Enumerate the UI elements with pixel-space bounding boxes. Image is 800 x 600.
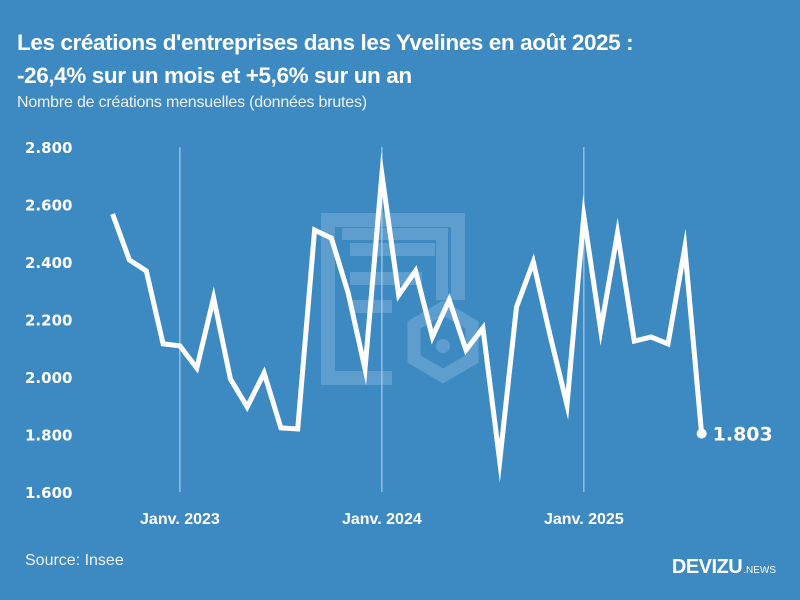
title-line-2: -26,4% sur un mois et +5,6% sur un an [17,63,412,88]
watermark-line-2 [350,272,422,285]
watermark-logo-icon [321,213,465,385]
data-point-2023-05 [245,404,250,409]
y-tick-label: 1.600 [25,484,72,502]
data-point-2023-11 [346,291,351,296]
series-line [110,152,705,483]
y-axis: 1.600 1.800 2.000 2.200 2.400 2.600 2.800 [25,139,72,502]
data-point-2024-04 [430,335,435,340]
data-point-2025-07 [682,245,687,250]
y-tick-label: 1.800 [25,427,72,445]
watermark-document-outline [321,213,465,385]
chart-title: Les créations d'entreprises dans les Yve… [17,26,634,92]
data-point-2024-08 [497,459,502,464]
data-point-2025-03 [615,230,620,235]
title-line-1: Les créations d'entreprises dans les Yve… [17,30,634,55]
data-point-2023-07 [278,425,283,430]
data-point-2025-02 [598,328,603,333]
y-tick-label: 2.200 [25,312,72,330]
data-point-2024-06 [464,347,469,352]
data-point-2025-04 [632,339,637,344]
source-note: Source: Insee [25,552,124,569]
y-tick-label: 2.000 [25,369,72,387]
watermark-dot [436,339,450,353]
data-point-2024-12 [565,402,570,407]
x-tick-label: Janv. 2025 [544,511,624,528]
data-point-2024-09 [514,305,519,310]
data-point-2023-06 [262,370,267,375]
data-point-2023-10 [329,236,334,241]
end-value-label: 1.803 [713,424,773,446]
end-point-marker [696,428,707,439]
y-tick-label: 2.600 [25,197,72,215]
data-point-2024-10 [531,260,536,265]
x-tick-label: Janv. 2024 [342,511,422,528]
data-point-2025-01 [581,214,586,219]
x-axis: Janv. 2023 Janv. 2024 Janv. 2025 [140,511,624,528]
data-point-2024-02 [396,293,401,298]
data-point-2024-03 [413,268,418,273]
data-point-2024-05 [447,297,452,302]
data-point-2022-12 [161,341,166,346]
data-point-2023-04 [228,377,233,382]
data-point-2023-02 [194,366,199,371]
data-point-2024-07 [480,326,485,331]
logo-main-text: DEVIZU [671,556,743,578]
y-tick-label: 2.800 [25,139,72,157]
data-point-2023-09 [312,228,317,233]
data-point-2025-05 [649,335,654,340]
data-point-2022-09 [110,211,115,216]
data-point-2022-11 [144,268,149,273]
data-point-2023-01 [177,343,182,348]
chart-subtitle: Nombre de créations mensuelles (données … [17,94,367,111]
data-point-2024-11 [548,333,553,338]
data-point-2025-06 [665,341,670,346]
x-tick-label: Janv. 2023 [140,511,220,528]
watermark-hexagon-icon [407,300,479,384]
logo-sub-text: .NEWS [743,565,776,576]
data-point-2022-10 [127,257,132,262]
data-point-2023-08 [295,427,300,432]
data-point-2024-01 [379,172,384,177]
y-tick-label: 2.400 [25,254,72,272]
data-point-2023-12 [363,366,368,371]
data-point-2023-03 [211,295,216,300]
devizu-logo: DEVIZU .NEWS [672,556,776,579]
